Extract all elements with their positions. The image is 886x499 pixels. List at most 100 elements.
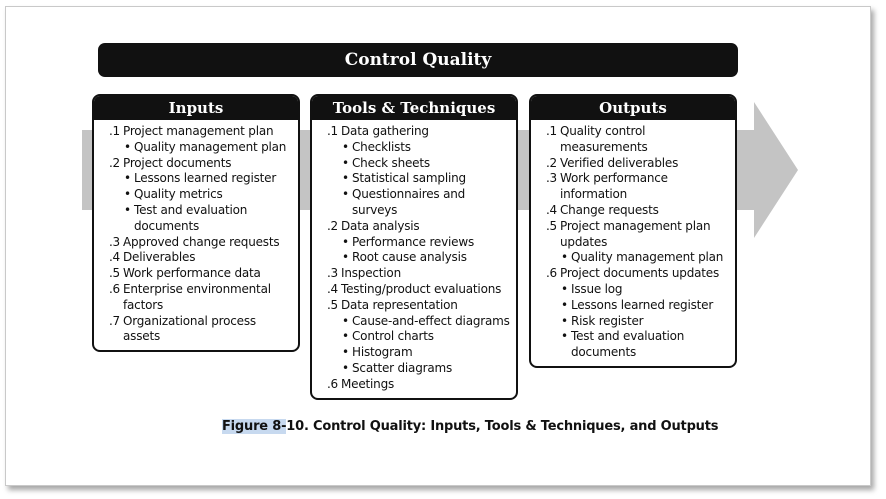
list-subitem: • Questionnaires and surveys [322,187,510,219]
list-item: .3 Inspection [322,266,510,282]
list-item: .4 Deliverables [104,250,292,266]
item-number: .5 [326,297,338,312]
item-label: Project management plan [123,124,274,138]
list-item: .3 Approved change requests [104,235,292,251]
list-subitem: • Cause-and-effect diagrams [322,314,510,330]
list-item: .1 Quality control measurements [541,124,729,156]
subitem-label: Questionnaires and surveys [352,187,466,217]
list-subitem: • Control charts [322,329,510,345]
outputs-box: Outputs .1 Quality control measurements .2… [529,94,737,368]
tools-list: .1 Data gathering • Checklists • Check sheets… [312,120,516,393]
subitem-label: Quality management plan [571,250,724,265]
item-number: .2 [545,155,557,170]
list-subitem: • Check sheets [322,156,510,172]
item-label: Data representation [341,297,458,312]
item-label: Enterprise environmental factors [123,281,271,312]
caption-highlight: Figure 8- [222,419,287,434]
subitem-label: Checklists [352,139,411,154]
list-item: .5 Data representation [322,298,510,314]
outputs-list: .1 Quality control measurements .2 Verified… [531,120,735,361]
bullet-icon: • [561,313,568,328]
list-item: .2 Data analysis [322,219,510,235]
list-item: .6 Project documents updates [541,266,729,282]
item-label: Inspection [341,266,401,281]
item-number: .6 [545,266,557,281]
list-subitem: • Quality management plan [104,140,292,156]
list-subitem: • Risk register [541,314,729,330]
tools-box: Tools & Techniques .1 Data gathering • Chec… [310,94,518,400]
bullet-icon: • [124,139,131,154]
subitem-label: Root cause analysis [352,250,467,265]
item-label: Data gathering [341,124,429,138]
subitem-label: Risk register [571,313,644,328]
item-label: Project documents [123,155,232,170]
item-number: .1 [108,124,120,138]
list-item: .7 Organizational process assets [104,314,292,346]
subitem-label: Check sheets [352,155,430,170]
list-subitem: • Scatter diagrams [322,361,510,377]
bullet-icon: • [561,281,568,296]
item-label: Quality control measurements [560,124,648,154]
subitem-label: Statistical sampling [352,171,466,186]
list-item: .2 Verified deliverables [541,156,729,172]
bullet-icon: • [124,202,131,217]
list-item: .2 Project documents [104,156,292,172]
list-subitem: • Test and evaluation documents [104,203,292,235]
item-label: Data analysis [341,218,420,233]
subitem-label: Scatter diagrams [352,360,453,375]
item-number: .2 [108,155,120,170]
item-label: Meetings [341,376,395,391]
item-number: .5 [545,218,557,233]
item-number: .4 [108,250,120,265]
item-number: .3 [108,234,120,249]
subitem-label: Control charts [352,329,434,344]
item-number: .4 [326,281,338,296]
subitem-label: Histogram [352,345,413,360]
item-label: Testing/product evaluations [341,281,502,296]
list-subitem: • Lessons learned register [541,298,729,314]
bullet-icon: • [342,139,349,154]
subitem-label: Cause-and-effect diagrams [352,313,510,328]
subitem-label: Lessons learned register [571,297,714,312]
caption-text: 10. Control Quality: Inputs, Tools & Tec… [286,419,719,434]
item-number: .2 [326,218,338,233]
list-item: .1 Project management plan [104,124,292,140]
subitem-label: Test and evaluation documents [134,202,248,233]
item-label: Project documents updates [560,266,720,281]
list-item: .6 Meetings [322,377,510,393]
list-subitem: • Performance reviews [322,235,510,251]
inputs-box: Inputs .1 Project management plan • Quality… [92,94,300,352]
subitem-label: Quality metrics [134,187,223,202]
item-number: .4 [545,202,557,217]
tools-header: Tools & Techniques [312,96,516,120]
list-item: .6 Enterprise environmental factors [104,282,292,314]
outputs-header: Outputs [531,96,735,120]
subitem-label: Issue log [571,281,623,296]
process-title: Control Quality [98,43,738,77]
list-subitem: • Test and evaluation documents [541,329,729,361]
item-label: Work performance data [123,266,261,281]
item-number: .6 [326,376,338,391]
subitem-label: Test and evaluation documents [571,329,685,360]
list-item: .3 Work performance information [541,171,729,203]
list-subitem: • Histogram [322,345,510,361]
item-label: Organizational process assets [123,313,256,344]
figure-caption: Figure 8-10. Control Quality: Inputs, To… [222,419,718,434]
bullet-icon: • [124,171,131,186]
bullet-icon: • [342,187,349,202]
figure-frame: Control Quality Inputs .1 Project managem… [5,6,871,486]
bullet-icon: • [561,297,568,312]
list-item: .5 Project management plan updates [541,219,729,251]
bullet-icon: • [342,329,349,344]
inputs-header: Inputs [94,96,298,120]
bullet-icon: • [342,155,349,170]
list-subitem: • Quality metrics [104,187,292,203]
list-item: .4 Change requests [541,203,729,219]
bullet-icon: • [342,360,349,375]
item-number: .1 [545,124,557,138]
bullet-icon: • [342,345,349,360]
list-subitem: • Issue log [541,282,729,298]
bullet-icon: • [561,250,568,265]
item-number: .3 [545,171,557,186]
item-number: .3 [326,266,338,281]
